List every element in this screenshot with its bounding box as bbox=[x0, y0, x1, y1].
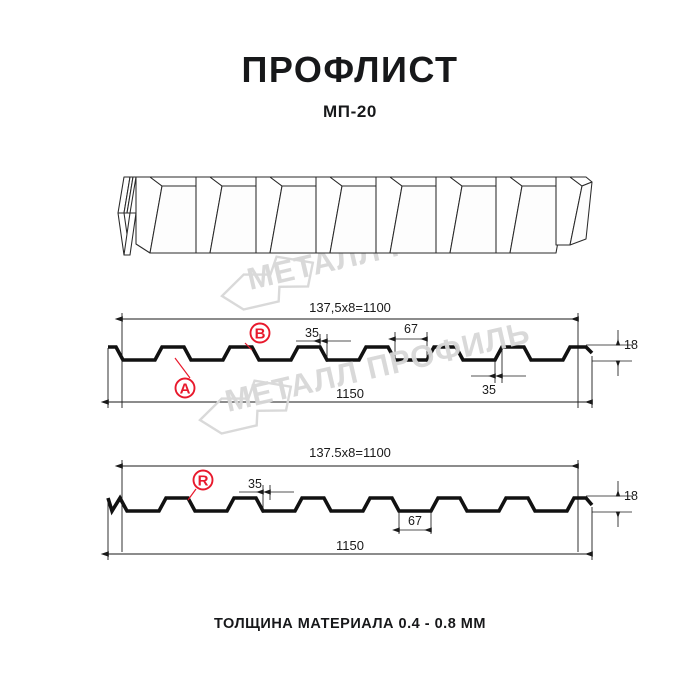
pitch-label-top: 137,5x8=1100 bbox=[309, 300, 391, 315]
marker-b: B bbox=[244, 322, 271, 351]
dim-label-18-top: 18 bbox=[624, 338, 638, 352]
marker-b-label: B bbox=[255, 326, 266, 343]
overall-dimension-bottom bbox=[100, 500, 593, 560]
watermark-logo-icon-2 bbox=[198, 379, 293, 435]
overall-label-bottom: 1150 bbox=[336, 538, 364, 553]
dim-label-35-top-upper: 35 bbox=[305, 326, 319, 340]
dim-label-18-bottom: 18 bbox=[624, 489, 638, 503]
footer: ТОЛЩИНА МАТЕРИАЛА 0.4 - 0.8 ММ bbox=[0, 616, 700, 632]
dim-35-top-upper bbox=[296, 334, 351, 362]
watermark-logo-icon bbox=[220, 255, 315, 311]
profile-section-bottom bbox=[106, 494, 594, 516]
dim-label-35-bottom: 35 bbox=[248, 477, 262, 491]
dim-label-35-top-lower: 35 bbox=[482, 383, 496, 397]
corrugated-sheet-3d bbox=[117, 176, 593, 256]
marker-a: A bbox=[174, 357, 196, 399]
marker-r-label: R bbox=[198, 473, 209, 490]
overall-label-top: 1150 bbox=[336, 386, 364, 401]
dim-35-bottom bbox=[239, 485, 294, 513]
profile-bottom: 137.5x8=1100 35 67 bbox=[100, 445, 638, 560]
dim-18-top bbox=[586, 330, 632, 376]
dim-18-bottom bbox=[586, 481, 632, 527]
marker-a-label: A bbox=[180, 381, 191, 398]
marker-r: R bbox=[187, 469, 214, 501]
overall-dimension-top bbox=[100, 348, 593, 408]
dim-67-bottom bbox=[392, 509, 432, 534]
dim-label-67-bottom: 67 bbox=[408, 514, 422, 528]
page-subtitle: МП-20 bbox=[323, 102, 377, 121]
header: ПРОФЛИСТ МП-20 bbox=[0, 52, 700, 122]
dim-67-top bbox=[388, 332, 428, 362]
profile-section-top bbox=[108, 345, 594, 362]
profile-top: 137,5x8=1100 35 67 bbox=[100, 300, 638, 408]
dim-label-67-top: 67 bbox=[404, 322, 418, 336]
page-title: ПРОФЛИСТ bbox=[241, 49, 459, 90]
material-thickness-note: ТОЛЩИНА МАТЕРИАЛА 0.4 - 0.8 ММ bbox=[214, 616, 486, 632]
dim-35-top-lower bbox=[471, 345, 526, 383]
pitch-dimension-bottom bbox=[114, 460, 579, 552]
pitch-label-bottom: 137.5x8=1100 bbox=[309, 445, 391, 460]
